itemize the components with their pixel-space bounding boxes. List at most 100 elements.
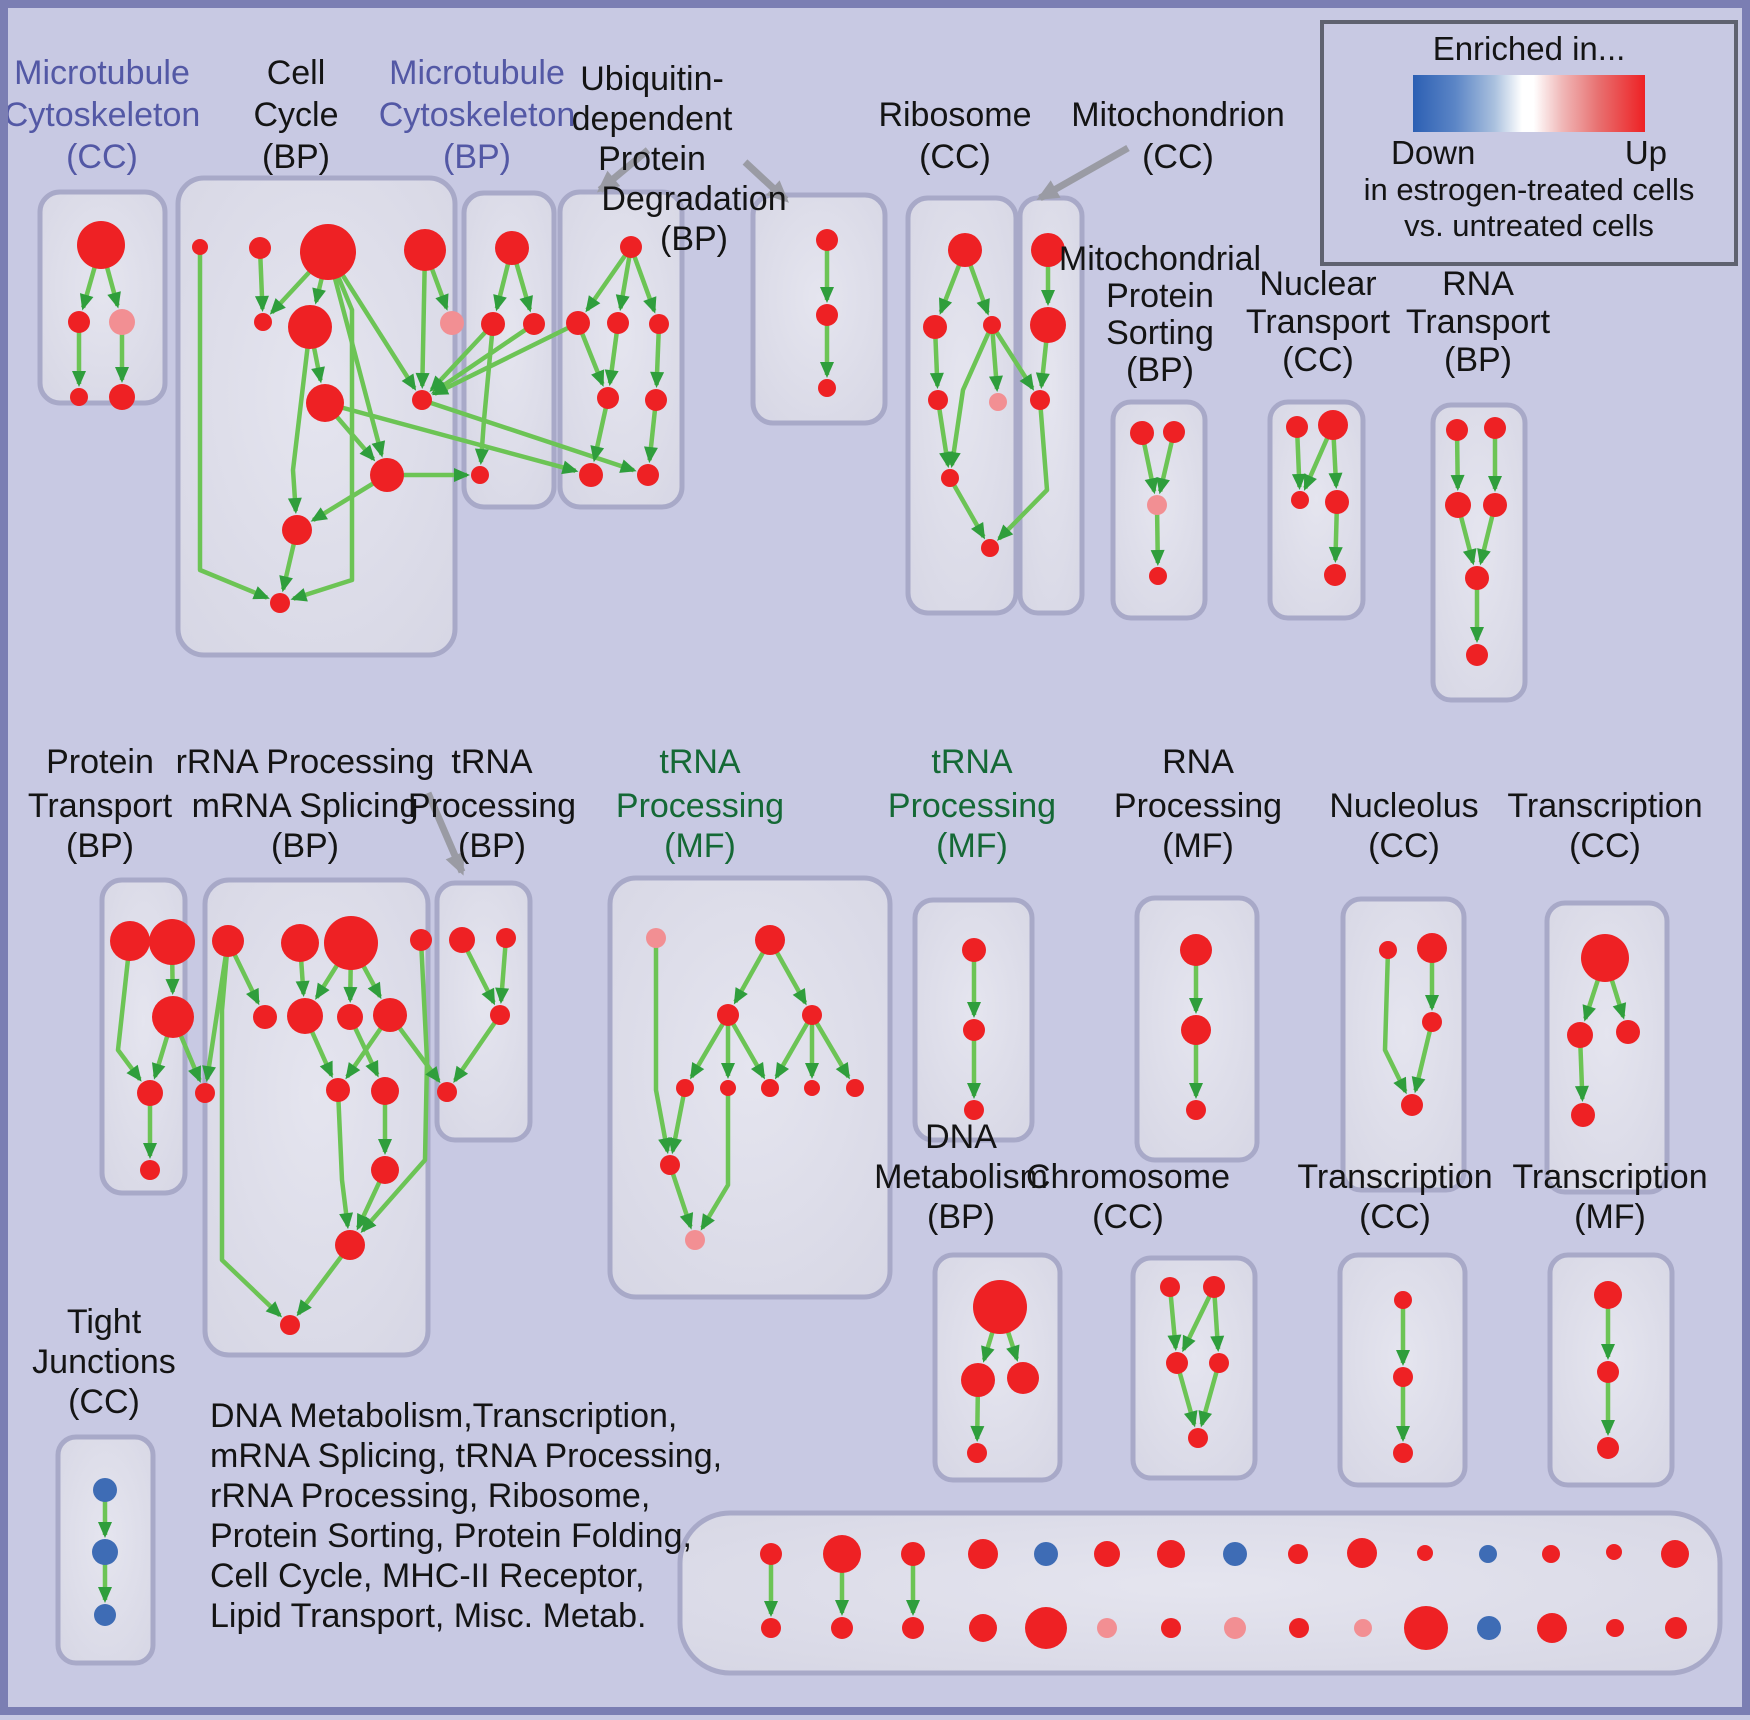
go-term-node <box>1034 1542 1058 1566</box>
go-term-node <box>983 316 1001 334</box>
go-term-node <box>660 1155 680 1175</box>
go-term-node <box>371 1156 399 1184</box>
go-term-node <box>761 1079 779 1097</box>
cluster-label: Protein <box>1106 277 1214 315</box>
go-term-node <box>1484 417 1506 439</box>
go-term-node <box>1393 1443 1413 1463</box>
relation-edge <box>689 1013 730 1080</box>
cluster-label: Transport <box>1406 303 1551 341</box>
cluster-label: DNA Metabolism,Transcription, <box>210 1397 677 1435</box>
cluster-label: Processing <box>408 787 576 825</box>
go-term-node <box>1325 490 1349 514</box>
go-term-node <box>77 221 125 269</box>
go-term-node <box>1401 1094 1423 1116</box>
go-term-node <box>1031 233 1065 267</box>
cluster-label: mRNA Splicing, tRNA Processing, <box>210 1437 722 1475</box>
cluster-label: (BP) <box>927 1198 995 1236</box>
go-term-node <box>404 229 446 271</box>
go-term-node <box>137 1080 163 1106</box>
go-term-node <box>1007 1362 1039 1394</box>
go-term-node <box>337 1004 363 1030</box>
relation-edge <box>115 940 142 1082</box>
go-term-node <box>93 1478 117 1502</box>
legend-subtitle-1: in estrogen-treated cells <box>1363 172 1695 207</box>
relation-edge <box>453 1013 502 1083</box>
go-term-node <box>1347 1538 1377 1568</box>
relation-edge <box>653 938 672 1155</box>
relation-edge <box>989 324 1003 393</box>
go-term-node <box>1166 1352 1188 1374</box>
cluster-label: (CC) <box>1359 1198 1431 1236</box>
cluster-label: (BP) <box>271 827 339 865</box>
go-term-node <box>963 1019 985 1041</box>
go-term-node <box>1097 1618 1117 1638</box>
cluster-label: (CC) <box>1142 138 1214 176</box>
go-term-node <box>566 311 590 335</box>
go-term-node <box>1404 1606 1448 1650</box>
legend-subtitle-2: vs. untreated cells <box>1404 208 1654 243</box>
relation-edge <box>585 245 633 313</box>
go-term-node <box>973 1280 1027 1334</box>
go-term-node <box>1606 1619 1624 1637</box>
go-term-node <box>1466 644 1488 666</box>
go-term-node <box>1025 1607 1067 1649</box>
go-term-node <box>270 593 290 613</box>
cluster-label: (MF) <box>664 827 736 865</box>
go-term-node <box>823 1535 861 1573</box>
go-term-node <box>760 1543 782 1565</box>
go-term-node <box>941 469 959 487</box>
go-term-node <box>282 515 312 545</box>
cluster-label: (MF) <box>1574 1198 1646 1236</box>
cluster-label: (BP) <box>458 827 526 865</box>
go-term-node <box>1288 1544 1308 1564</box>
cluster-label: (CC) <box>1569 827 1641 865</box>
cluster-label: Cycle <box>253 96 338 134</box>
cluster-label: Degradation <box>601 180 786 218</box>
cluster-label: Transcription <box>1512 1158 1707 1196</box>
relation-edge <box>667 1164 694 1230</box>
go-term-node <box>1094 1541 1120 1567</box>
go-term-node <box>471 466 489 484</box>
go-term-node <box>281 924 319 962</box>
go-term-node <box>717 1004 739 1026</box>
go-term-node <box>412 390 432 410</box>
go-term-node <box>1161 1618 1181 1638</box>
go-term-node <box>816 229 838 251</box>
relation-edge <box>810 1013 851 1080</box>
go-term-node <box>449 927 475 953</box>
cluster-label: Transcription <box>1297 1158 1492 1196</box>
go-term-node <box>685 1230 705 1250</box>
cluster-label: (CC) <box>1282 341 1354 379</box>
relation-edge <box>990 323 1035 391</box>
go-term-node <box>1597 1361 1619 1383</box>
cluster-label: RNA <box>1162 743 1234 781</box>
cluster-label: Protein <box>46 743 154 781</box>
cluster-label: DNA <box>925 1118 997 1156</box>
relation-edge <box>431 322 536 395</box>
cluster-label: tRNA <box>659 743 741 781</box>
go-term-node <box>923 315 947 339</box>
relation-edge <box>360 939 430 1234</box>
cluster-label: Ubiquitin- <box>580 60 724 98</box>
cluster-label: Tight <box>67 1303 142 1341</box>
go-term-node <box>1581 934 1629 982</box>
relation-edge <box>287 326 313 515</box>
go-term-node <box>962 938 986 962</box>
go-term-node <box>1417 933 1447 963</box>
relation-edge <box>325 251 386 458</box>
go-term-node <box>1286 416 1308 438</box>
relation-edge <box>948 476 986 540</box>
relation-edge <box>628 246 657 314</box>
cluster-label: Junctions <box>32 1343 176 1381</box>
go-term-node <box>1394 1291 1412 1309</box>
label-pointer-arrow <box>596 147 651 193</box>
go-term-node <box>1181 1015 1211 1045</box>
relation-edge <box>946 324 995 469</box>
go-term-node <box>254 313 272 331</box>
go-term-node <box>969 1614 997 1642</box>
go-term-node <box>579 463 603 487</box>
pointer-arrows-layer <box>424 144 1130 876</box>
go-term-node <box>1483 493 1507 517</box>
go-term-node <box>149 919 195 965</box>
go-term-node <box>496 928 516 948</box>
